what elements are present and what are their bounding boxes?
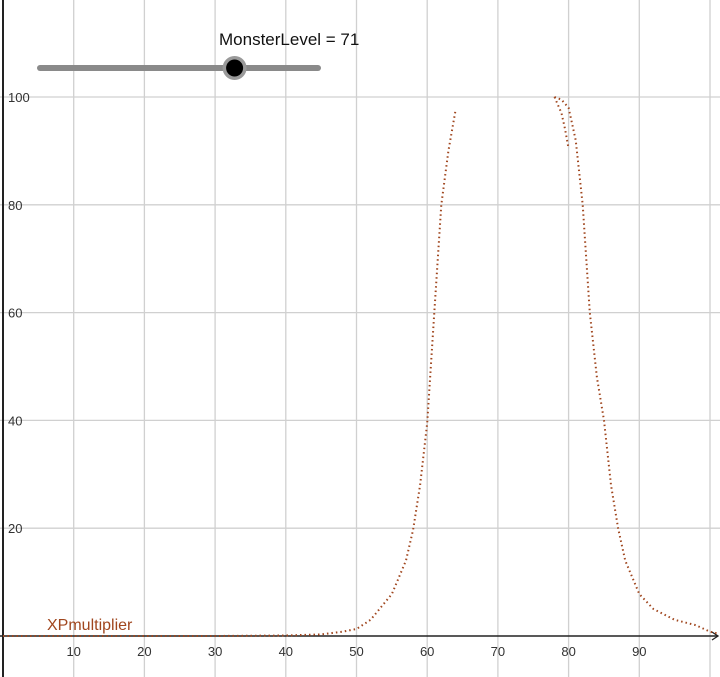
x-tick-label: 10 xyxy=(66,644,80,659)
x-tick-label: 90 xyxy=(632,644,646,659)
y-tick-label: 60 xyxy=(8,306,22,321)
curve-series xyxy=(3,110,457,637)
y-tick-label: 40 xyxy=(8,413,22,428)
x-tick-label: 80 xyxy=(561,644,575,659)
x-tick-label: 60 xyxy=(420,644,434,659)
x-tick-label: 40 xyxy=(279,644,293,659)
function-label[interactable]: XPmultiplier xyxy=(47,617,133,634)
curves xyxy=(3,96,718,637)
slider-knob[interactable] xyxy=(226,59,244,77)
y-tick-label: 80 xyxy=(8,198,22,213)
x-tick-label: 70 xyxy=(491,644,505,659)
slider-label: MonsterLevel = 71 xyxy=(219,30,360,49)
y-tick-label: 100 xyxy=(8,90,30,105)
x-tick-label: 50 xyxy=(349,644,363,659)
monsterlevel-slider[interactable] xyxy=(37,56,321,80)
x-tick-label: 30 xyxy=(208,644,222,659)
curve-series xyxy=(554,96,718,635)
x-axis-arrow-icon xyxy=(711,631,720,641)
y-tick-label: 20 xyxy=(8,521,22,536)
tick-labels: 10 20 30 40 50 60 70 80 90 20 40 60 80 100 xyxy=(8,90,647,659)
x-tick-label: 20 xyxy=(137,644,151,659)
